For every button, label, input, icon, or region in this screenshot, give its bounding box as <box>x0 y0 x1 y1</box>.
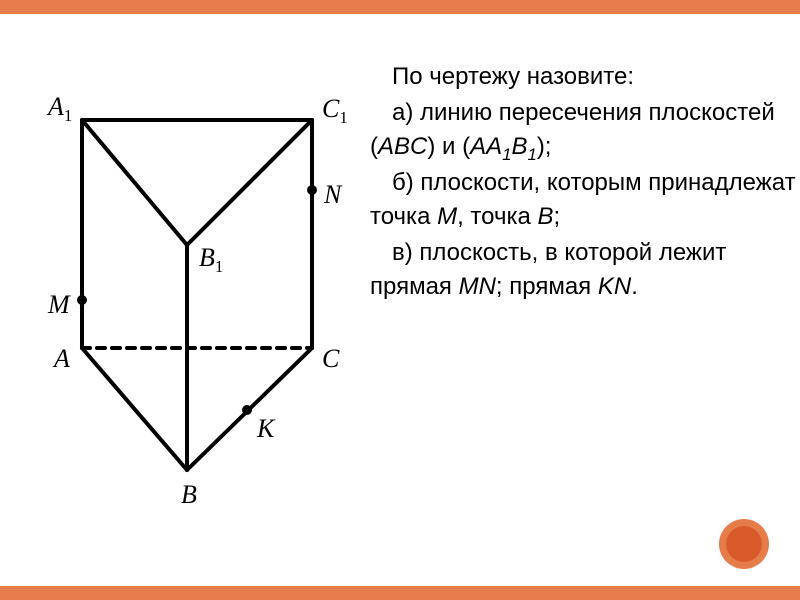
task-c: в) плоскость, в которой лежит прямая MN;… <box>370 236 798 304</box>
prism-diagram: A1 C1 B1 A C B M N K <box>32 70 352 510</box>
vertex-label-K: K <box>257 416 274 442</box>
bottom-border <box>0 586 800 600</box>
vertex-label-M: M <box>48 292 70 318</box>
page-root: A1 C1 B1 A C B M N K По чертежу назовите: а) лин… <box>0 0 800 600</box>
task-b: б) плоскости, которым принадлежат точка … <box>370 166 798 234</box>
task-intro: По чертежу назовите: <box>370 60 798 94</box>
vertex-label-B1: B1 <box>199 245 223 271</box>
task-text: По чертежу назовите: а) линию пересечени… <box>370 60 798 307</box>
vertex-label-C1: C1 <box>322 96 348 122</box>
top-border <box>0 0 800 14</box>
vertex-label-A1: A1 <box>48 94 72 120</box>
accent-circle-icon <box>718 518 770 570</box>
task-a: а) линию пересечения плоскостей (ABC) и … <box>370 96 798 164</box>
vertex-label-A: A <box>54 346 70 372</box>
vertex-label-C: C <box>322 346 339 372</box>
vertex-label-B: B <box>181 482 197 508</box>
vertex-label-N: N <box>324 182 341 208</box>
